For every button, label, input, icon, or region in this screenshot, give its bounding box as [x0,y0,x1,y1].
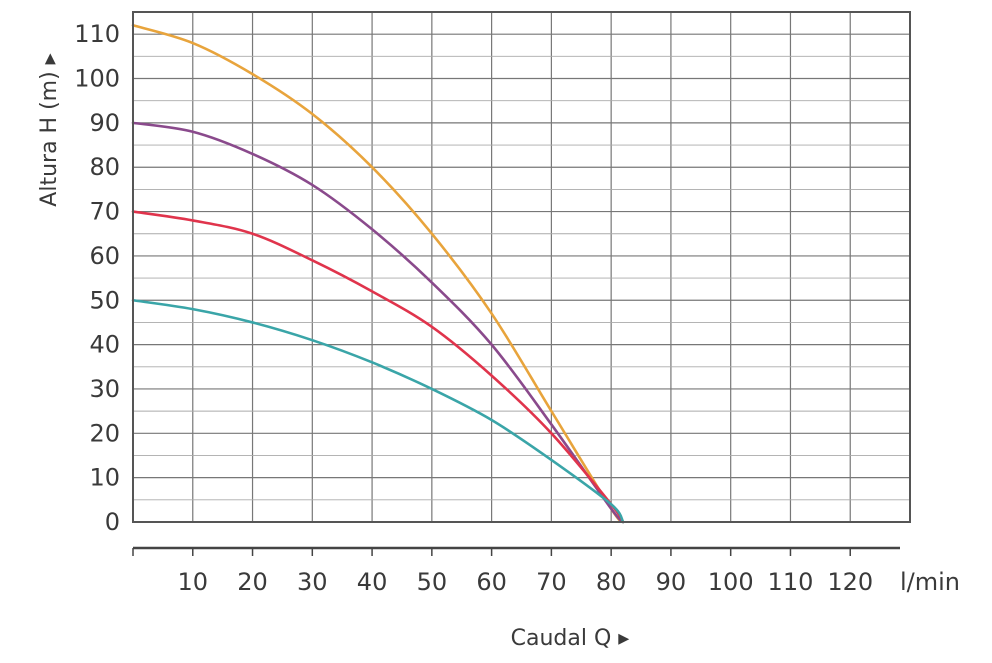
y-axis: 0 10 20 30 40 50 60 70 80 90 100 110 [74,20,120,536]
y-tick-label: 10 [89,464,120,492]
series-line-1 [131,24,625,524]
y-axis-label: Altura H (m) ▸ [37,53,62,206]
y-tick-label: 30 [89,375,120,403]
y-tick-label: 60 [89,242,120,270]
y-tick-label: 20 [89,419,120,447]
grid [132,11,911,523]
y-tick-label: 40 [89,331,120,359]
x-axis-label: Caudal Q ▸ [511,626,630,651]
y-tick-label: 90 [89,109,120,137]
x-tick-label: 20 [237,568,268,596]
x-tick-label: 90 [656,568,687,596]
x-tick-label: 100 [708,568,754,596]
series-line-4 [131,298,625,524]
plot-frame [132,11,911,523]
x-tick-label: 10 [177,568,208,596]
x-tick-label: 110 [768,568,814,596]
y-tick-label: 50 [89,286,120,314]
y-tick-label: 0 [105,508,120,536]
y-tick-label: 110 [74,20,120,48]
x-tick-label: 40 [357,568,388,596]
y-tick-label: 80 [89,153,120,181]
series-line-3 [131,210,625,524]
x-tick-label: 120 [827,568,873,596]
x-axis: 10 20 30 40 50 60 70 80 90 100 110 120 l/min [132,546,960,596]
x-tick-label: 70 [536,568,567,596]
x-tick-label: 50 [417,568,448,596]
x-unit-label: l/min [900,568,960,596]
x-tick-label: 80 [596,568,627,596]
y-tick-label: 70 [89,198,120,226]
series-layer [131,24,625,524]
x-tick-label: 30 [297,568,328,596]
y-tick-label: 100 [74,65,120,93]
x-tick-label: 60 [476,568,507,596]
